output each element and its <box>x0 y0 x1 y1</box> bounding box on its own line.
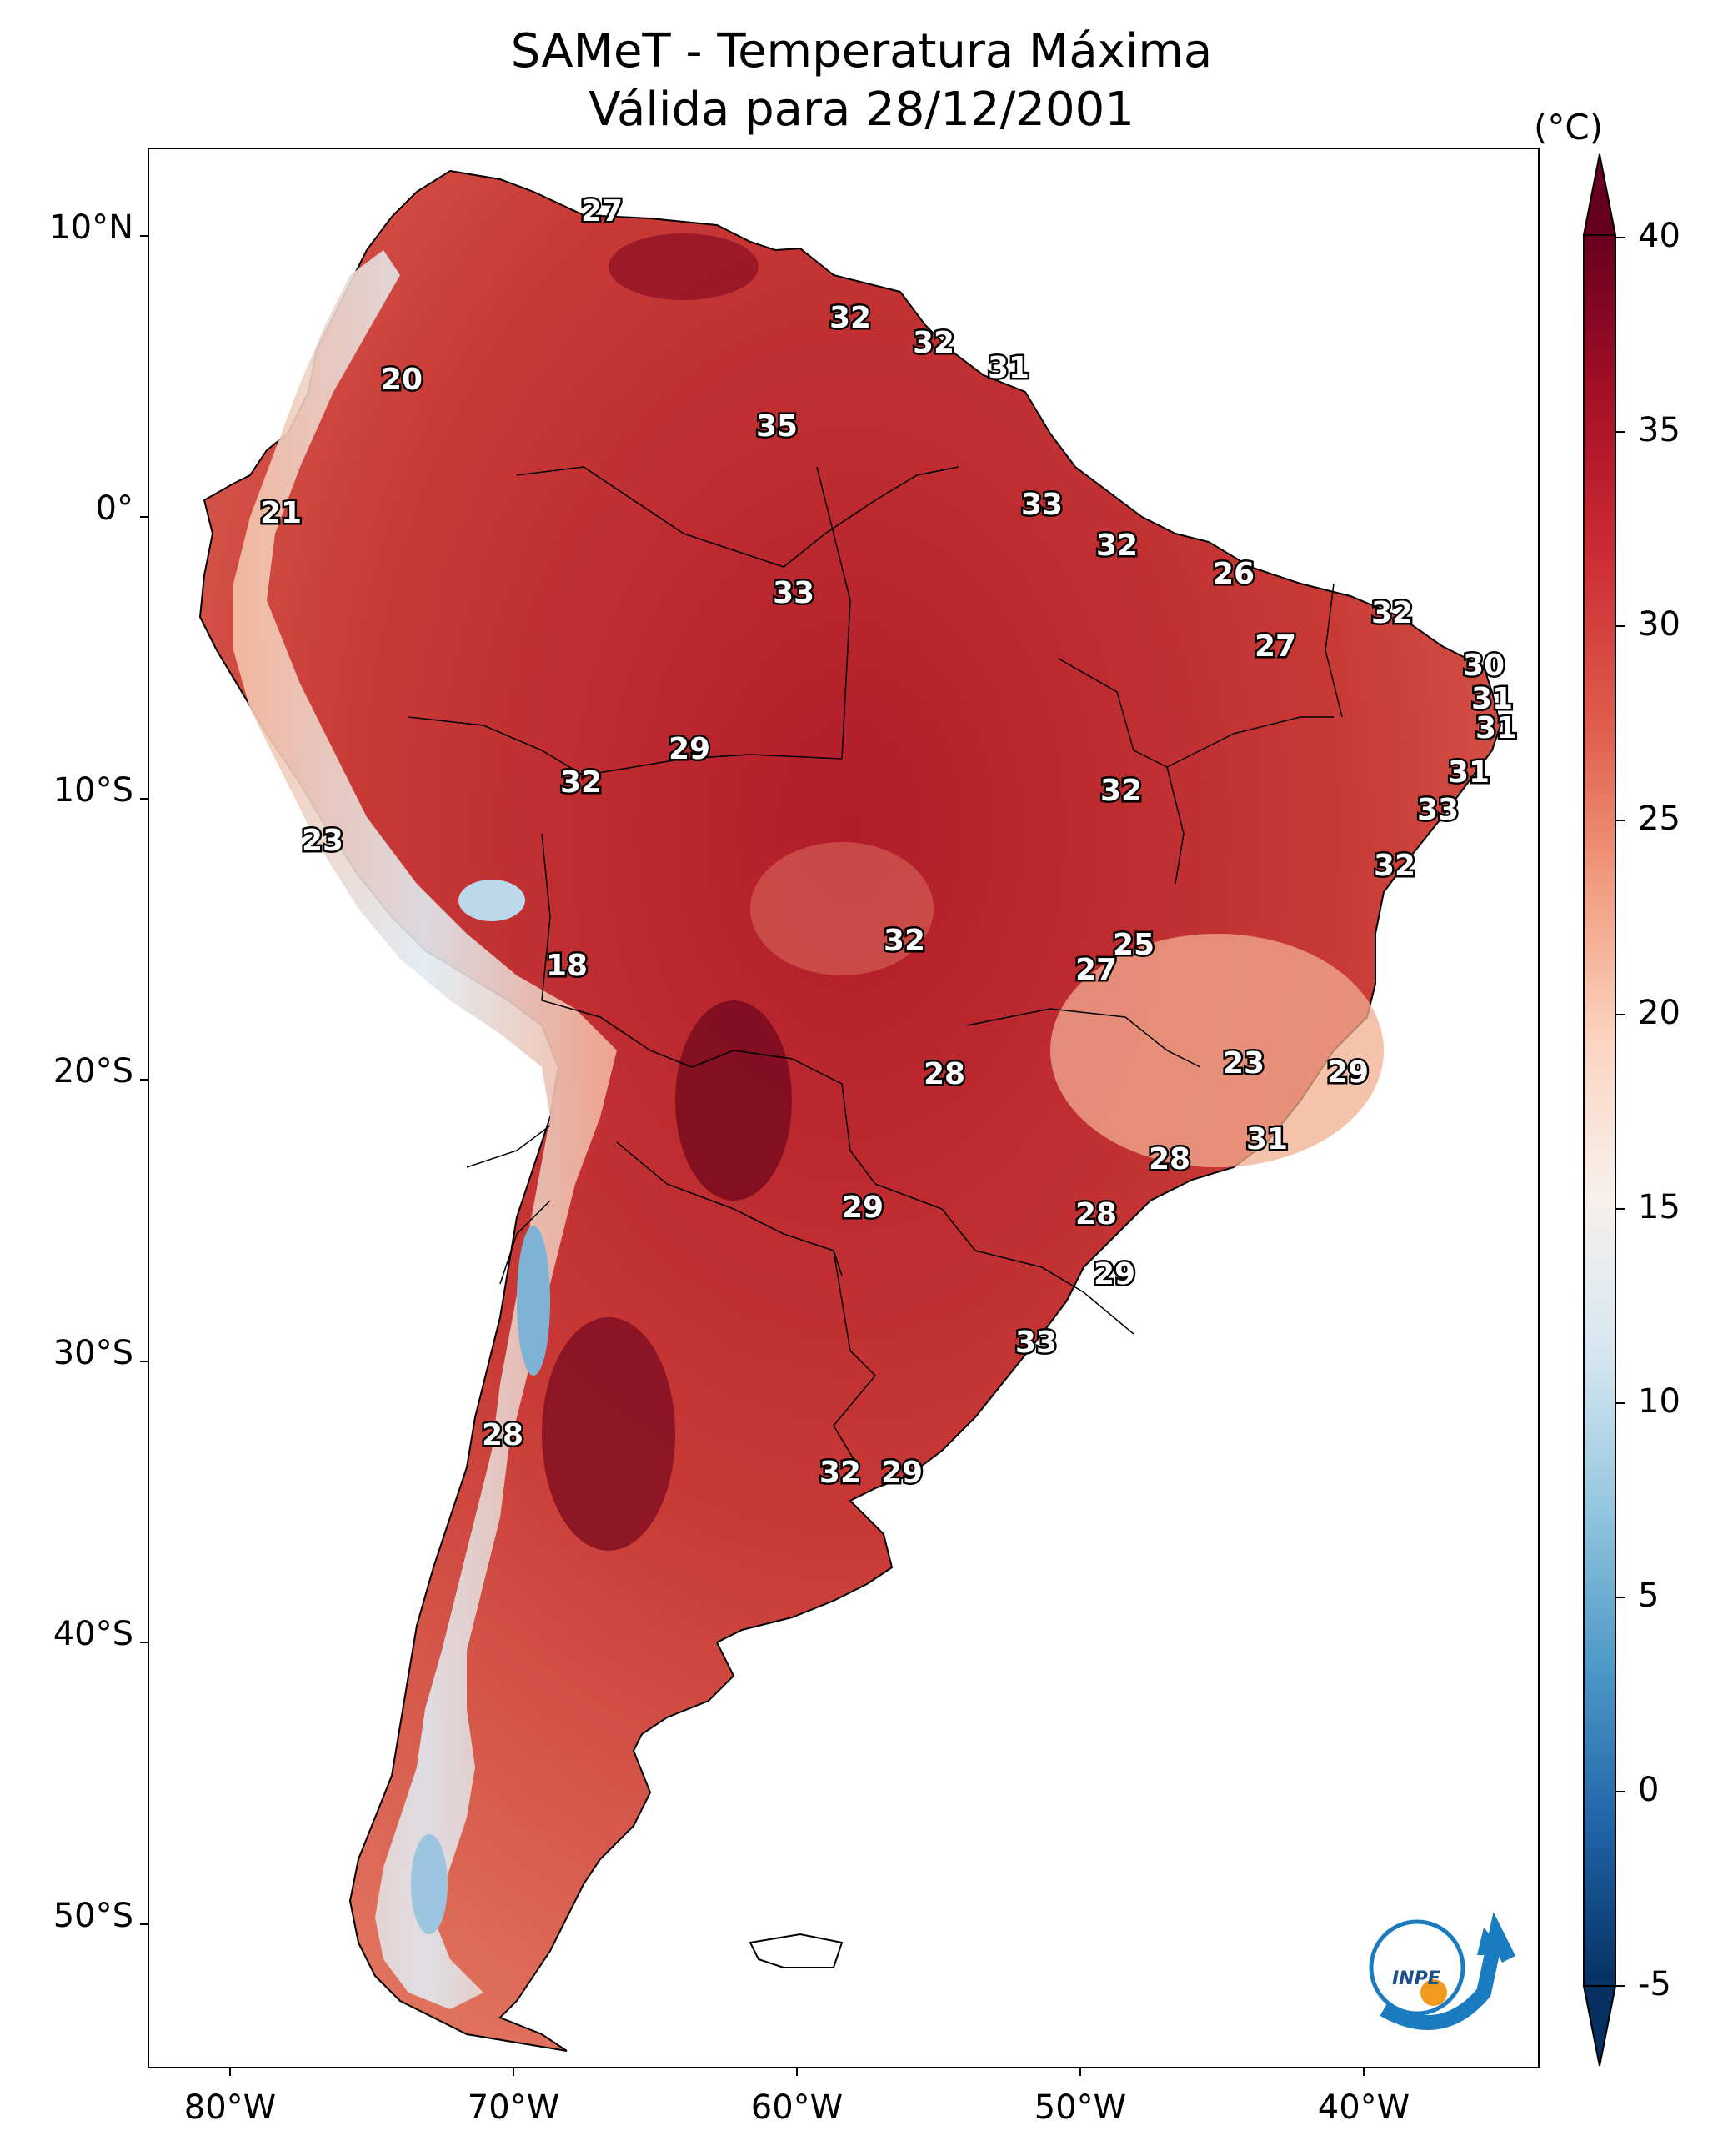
falkland-islands <box>749 1933 844 1968</box>
colorbar-tick-label: 25 <box>1638 800 1680 838</box>
station-value: 28 <box>1075 1197 1117 1231</box>
colorbar-bottom-extend <box>1582 1985 1617 2067</box>
station-value: 32 <box>913 326 954 360</box>
colorbar-tick-label: 35 <box>1638 411 1680 449</box>
station-value: 33 <box>1015 1326 1057 1360</box>
colorbar-tick-label: 20 <box>1638 994 1680 1032</box>
station-value: 32 <box>1100 774 1142 808</box>
andes-cold-pocket <box>517 1226 550 1376</box>
station-value: 33 <box>1417 793 1459 827</box>
colorbar-top-extend <box>1582 153 1617 236</box>
colorbar-tick-label: 10 <box>1638 1382 1680 1421</box>
andes-cold-pocket <box>411 1834 448 1934</box>
map-title: SAMeT - Temperatura Máxima <box>510 24 1213 78</box>
colorbar-body <box>1583 234 1616 1987</box>
lat-label: 20°S <box>53 1052 133 1091</box>
lon-label: 70°W <box>467 2088 560 2127</box>
station-value: 32 <box>1371 596 1413 630</box>
colorbar-unit: (°C) <box>1534 107 1604 148</box>
station-value: 29 <box>842 1191 884 1225</box>
logo-text: INPE <box>1392 1968 1440 1989</box>
station-value: 31 <box>1246 1122 1288 1156</box>
lat-label: 10°N <box>49 208 133 247</box>
station-value: 26 <box>1213 557 1255 591</box>
station-value: 32 <box>829 301 871 335</box>
station-value: 27 <box>581 194 623 228</box>
lon-label: 40°W <box>1317 2088 1410 2127</box>
station-value: 23 <box>1223 1046 1265 1081</box>
station-value: 23 <box>302 824 343 858</box>
lat-label: 30°S <box>53 1334 133 1372</box>
station-value: 31 <box>1471 682 1513 716</box>
station-value: 28 <box>924 1057 965 1091</box>
station-value: 35 <box>756 409 798 444</box>
lat-label: 50°S <box>53 1897 133 1935</box>
station-value: 28 <box>1149 1142 1190 1176</box>
station-value: 18 <box>546 949 588 983</box>
station-value: 32 <box>1096 529 1138 563</box>
logo-ring <box>1369 1919 1465 2016</box>
station-value: 32 <box>1374 849 1415 883</box>
station-value: 29 <box>1327 1055 1369 1090</box>
lat-label: 0° <box>95 489 133 528</box>
lon-label: 80°W <box>183 2088 277 2127</box>
colorbar <box>1582 153 1625 2067</box>
station-value: 32 <box>560 765 602 800</box>
logo-sun <box>1420 1979 1447 2006</box>
station-value: 33 <box>773 576 814 610</box>
station-value: 31 <box>1448 755 1490 790</box>
hot-core <box>675 1000 792 1201</box>
logo-arrow-head-icon <box>1477 1928 1507 1955</box>
lat-label: 40°S <box>53 1615 133 1653</box>
station-value: 32 <box>819 1456 861 1490</box>
station-value: 27 <box>1255 629 1296 664</box>
colorbar-tick-label: 15 <box>1638 1188 1680 1226</box>
colorbar-tick-label: 5 <box>1638 1577 1660 1615</box>
station-value: 29 <box>669 732 710 766</box>
andes-cold-pocket <box>458 880 525 921</box>
inpe-logo: INPE <box>1369 1912 1516 2030</box>
station-value: 27 <box>1075 953 1117 987</box>
lat-label: 10°S <box>53 771 133 810</box>
colorbar-tick-label: 0 <box>1638 1771 1660 1809</box>
hot-core <box>609 233 759 300</box>
colorbar-tick-label: -5 <box>1638 1965 1671 2003</box>
station-value: 30 <box>1463 649 1505 683</box>
station-value: 28 <box>482 1418 523 1452</box>
warm-region <box>750 842 934 975</box>
station-value: 32 <box>884 924 925 958</box>
lon-label: 60°W <box>750 2088 844 2127</box>
map-subtitle: Válida para 28/12/2001 <box>589 83 1134 137</box>
station-value: 25 <box>1113 928 1155 962</box>
station-value: 29 <box>1094 1257 1135 1291</box>
station-value: 31 <box>988 351 1029 385</box>
station-value: 21 <box>260 496 302 530</box>
lon-label: 50°W <box>1034 2088 1127 2127</box>
station-value: 29 <box>881 1456 923 1490</box>
country-borders <box>408 466 1343 1468</box>
colorbar-tick-label: 40 <box>1638 217 1680 255</box>
hot-core <box>542 1317 675 1551</box>
warm-region <box>1050 934 1384 1167</box>
colorbar-tick-label: 30 <box>1638 605 1680 644</box>
station-value: 31 <box>1475 711 1517 745</box>
logo-arrow <box>1380 1912 1516 2030</box>
station-value: 33 <box>1021 488 1063 522</box>
station-value: 20 <box>381 363 423 397</box>
